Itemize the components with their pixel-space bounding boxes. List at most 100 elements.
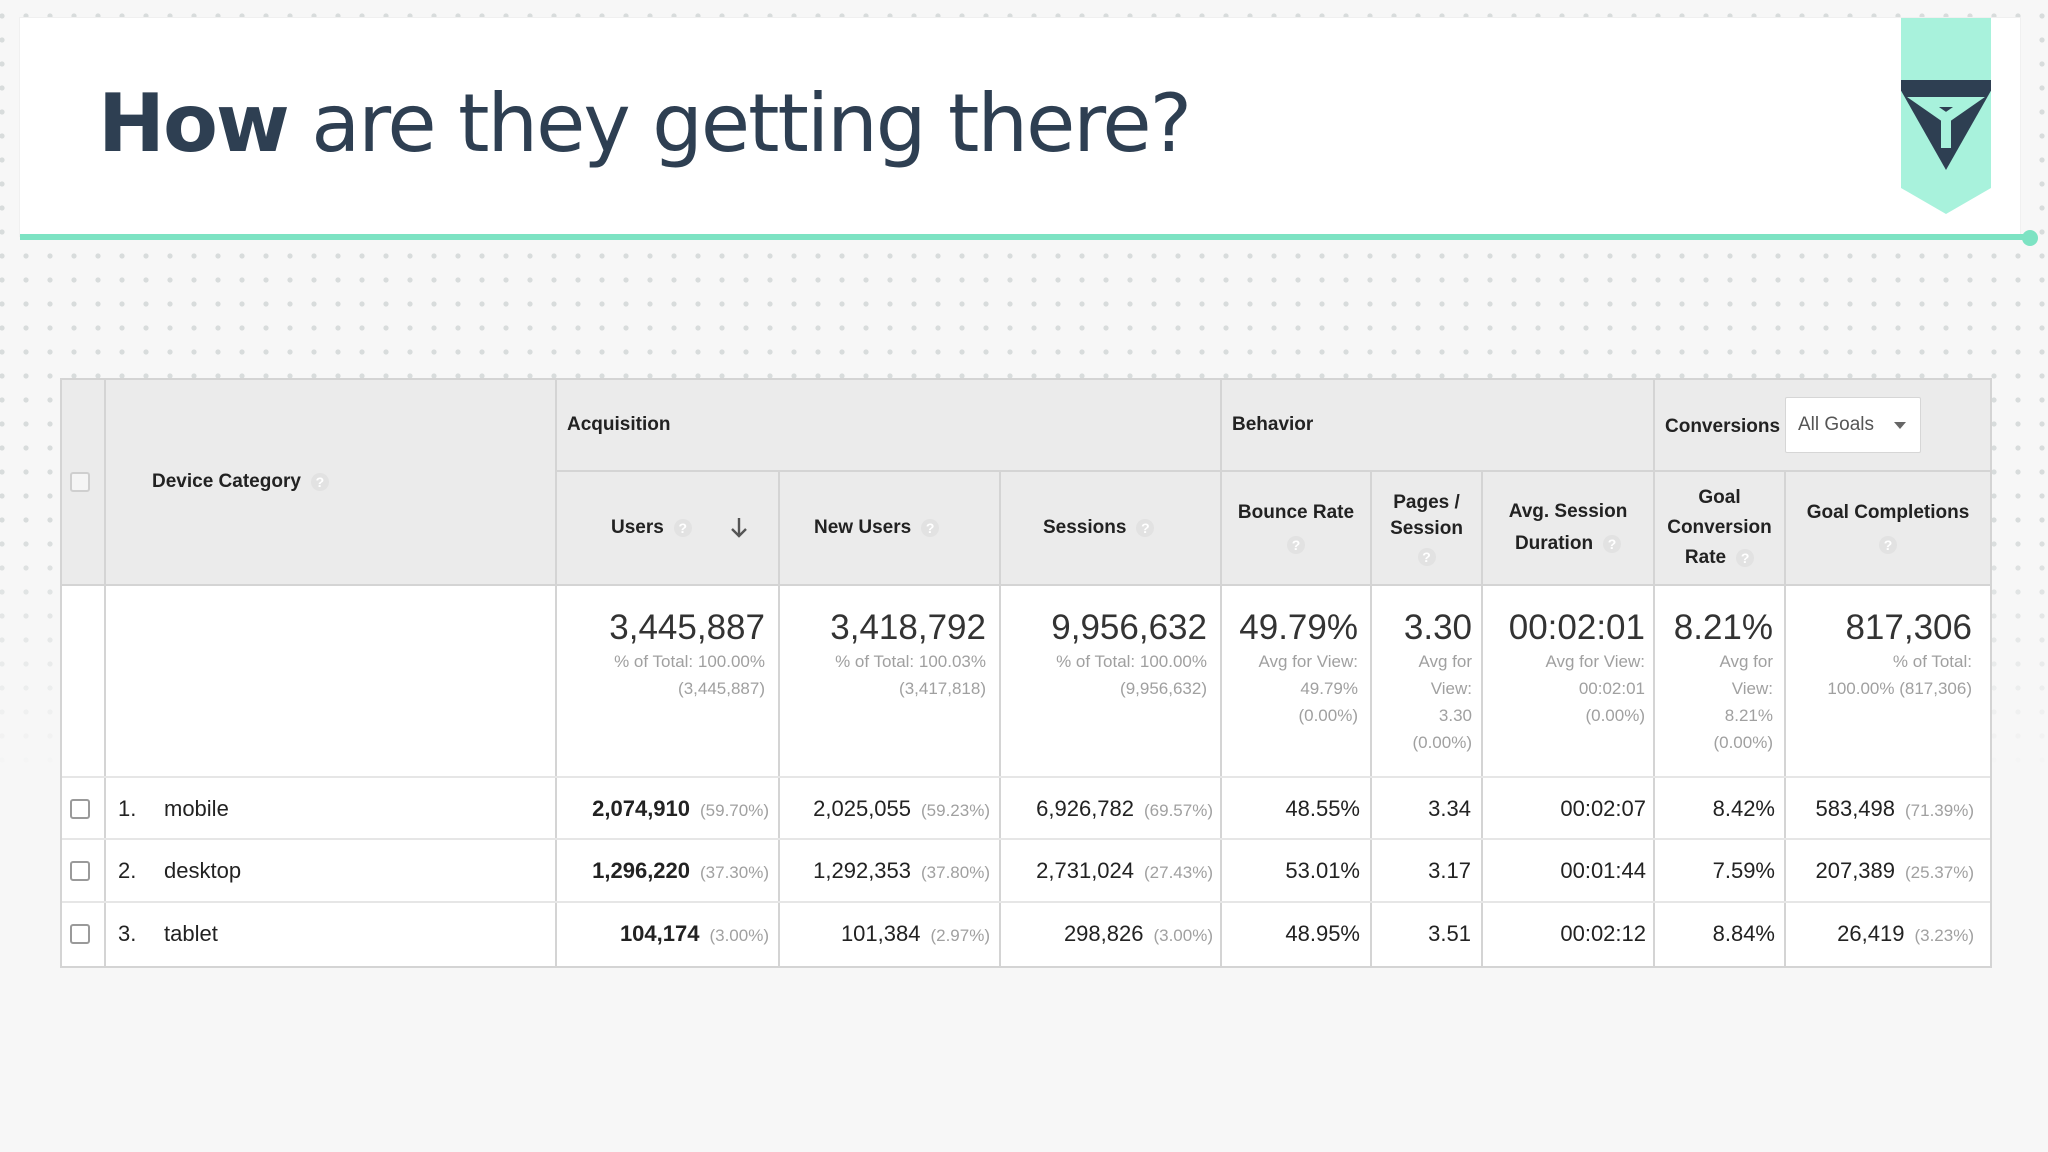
pages-session-total-value: 3.30 — [1403, 608, 1472, 647]
new-users-percent: (37.80%) — [921, 863, 990, 882]
new-users-value: 1,292,353 — [813, 858, 912, 883]
sessions-percent: (3.00%) — [1153, 926, 1213, 945]
sessions-percent: (69.57%) — [1144, 801, 1213, 820]
goal-completions-value: 207,389 — [1815, 858, 1896, 883]
goal-conv-rate-cell: 8.84% — [1655, 921, 1775, 947]
goal-conv-rate-value: 8.42% — [1712, 796, 1775, 821]
goals-dropdown[interactable]: All Goals — [1785, 397, 1921, 453]
avg-duration-cell: 00:02:12 — [1483, 921, 1646, 947]
pages-session-label-line2: Session — [1390, 518, 1463, 539]
sessions-total-value: 9,956,632 — [1051, 608, 1207, 647]
goal-completions-value: 26,419 — [1837, 921, 1905, 946]
goal-completions-total-line1: % of Total: — [1892, 652, 1972, 671]
avg-duration-total-line2: 00:02:01 — [1578, 679, 1645, 698]
goal-conv-rate-value: 8.84% — [1712, 921, 1775, 946]
users-cell: 2,074,910 (59.70%) — [557, 796, 769, 822]
goal-completions-value: 583,498 — [1815, 796, 1896, 821]
acquisition-group-header: Acquisition — [567, 414, 671, 435]
new-users-percent: (2.97%) — [930, 926, 990, 945]
goal-completions-header-label: Goal Completions — [1806, 502, 1970, 523]
bounce-rate-cell: 48.95% — [1222, 921, 1360, 947]
sessions-cell: 298,826 (3.00%) — [1001, 921, 1213, 947]
avg-duration-value: 00:02:12 — [1560, 921, 1646, 946]
goal-completions-column-header[interactable]: Goal Completions ? — [1786, 472, 1990, 584]
avg-duration-value: 00:02:07 — [1560, 796, 1646, 821]
new-users-total-count: (3,417,818) — [899, 679, 986, 698]
pages-per-session-column-header[interactable]: Pages / Session ? — [1372, 472, 1481, 584]
sessions-percent: (27.43%) — [1144, 863, 1213, 882]
users-cell: 104,174 (3.00%) — [557, 921, 769, 947]
goal-conv-rate-cell: 7.59% — [1655, 858, 1775, 884]
goals-dropdown-value: All Goals — [1798, 414, 1875, 435]
sessions-total: 9,956,632 % of Total: 100.00% (9,956,632… — [1001, 608, 1207, 702]
new-users-cell: 2,025,055 (59.23%) — [780, 796, 990, 822]
pages-session-total-line4: (0.00%) — [1412, 733, 1472, 752]
avg-duration-total-value: 00:02:01 — [1508, 608, 1645, 647]
device-category-header[interactable]: Device Category? — [152, 468, 329, 496]
help-icon[interactable]: ? — [1603, 535, 1622, 554]
select-all-checkbox[interactable] — [70, 472, 90, 492]
accent-divider — [20, 234, 2032, 240]
goal-completions-percent: (3.23%) — [1914, 926, 1974, 945]
users-total-share: % of Total: 100.00% — [614, 652, 765, 671]
avg-duration-total-line3: (0.00%) — [1585, 706, 1645, 725]
users-total-count: (3,445,887) — [678, 679, 765, 698]
goal-completions-cell: 207,389 (25.37%) — [1786, 858, 1974, 884]
avg-duration-total: 00:02:01 Avg for View: 00:02:01 (0.00%) — [1483, 608, 1645, 729]
pages-session-total-line3: 3.30 — [1438, 706, 1472, 725]
bounce-rate-total-line3: (0.00%) — [1298, 706, 1358, 725]
goal-conv-total-line2: View: — [1731, 679, 1773, 698]
dropdown-caret-icon — [1894, 422, 1906, 429]
sessions-total-count: (9,956,632) — [1120, 679, 1207, 698]
avg-duration-label-line1: Avg. Session — [1508, 500, 1628, 522]
bounce-rate-total: 49.79% Avg for View: 49.79% (0.00%) — [1222, 608, 1358, 729]
new-users-value: 2,025,055 — [813, 796, 912, 821]
device-category-label: Device Category — [152, 471, 301, 492]
slide-title-bold: How — [98, 77, 290, 170]
avg-duration-cell: 00:02:07 — [1483, 796, 1646, 822]
goal-completions-total-value: 817,306 — [1845, 608, 1972, 647]
new-users-column-header[interactable]: New Users? — [780, 472, 998, 584]
goal-conversion-rate-column-header[interactable]: Goal Conversion Rate? — [1655, 472, 1784, 584]
users-value: 1,296,220 — [592, 858, 691, 883]
bounce-rate-total-line2: 49.79% — [1300, 679, 1358, 698]
sessions-column-header[interactable]: Sessions? — [1001, 472, 1219, 584]
bounce-rate-total-line1: Avg for View: — [1258, 652, 1358, 671]
slide-header — [20, 18, 2020, 236]
sessions-total-share: % of Total: 100.00% — [1056, 652, 1207, 671]
help-icon[interactable]: ? — [1287, 536, 1305, 554]
goal-completions-cell: 583,498 (71.39%) — [1786, 796, 1974, 822]
row-checkbox[interactable] — [70, 799, 90, 819]
device-category-link[interactable]: desktop — [164, 858, 242, 883]
users-value: 104,174 — [619, 921, 700, 946]
goal-conv-rate-cell: 8.42% — [1655, 796, 1775, 822]
sessions-value: 2,731,024 — [1036, 858, 1135, 883]
device-category-link[interactable]: tablet — [164, 921, 218, 946]
goal-completions-cell: 26,419 (3.23%) — [1786, 921, 1974, 947]
users-header-label: Users — [611, 517, 664, 538]
help-icon[interactable]: ? — [1417, 548, 1436, 566]
device-category-link[interactable]: mobile — [164, 796, 229, 821]
help-icon[interactable]: ? — [1136, 519, 1155, 537]
help-icon[interactable]: ? — [673, 519, 692, 537]
row-checkbox[interactable] — [70, 924, 90, 944]
goal-completions-total: 817,306 % of Total: 100.00% (817,306) — [1786, 608, 1972, 702]
conversions-group-header: Conversions — [1665, 416, 1781, 437]
new-users-cell: 1,292,353 (37.80%) — [780, 858, 990, 884]
users-column-header[interactable]: Users? — [557, 472, 777, 584]
goal-conv-rate-value: 7.59% — [1712, 858, 1775, 883]
bounce-rate-total-value: 49.79% — [1239, 608, 1358, 647]
users-percent: (59.70%) — [700, 801, 769, 820]
goal-completions-total-line2: 100.00% (817,306) — [1827, 679, 1972, 698]
avg-session-duration-column-header[interactable]: Avg. Session Duration? — [1483, 472, 1653, 584]
help-icon[interactable]: ? — [1879, 536, 1897, 554]
new-users-total-share: % of Total: 100.03% — [835, 652, 986, 671]
behavior-group-header: Behavior — [1232, 414, 1314, 435]
help-icon[interactable]: ? — [921, 519, 940, 537]
row-checkbox[interactable] — [70, 861, 90, 881]
help-icon[interactable]: ? — [310, 473, 329, 491]
help-icon[interactable]: ? — [1736, 549, 1755, 568]
row-number: 1. — [118, 796, 137, 821]
sort-descending-arrow-icon[interactable] — [730, 517, 748, 539]
bounce-rate-column-header[interactable]: Bounce Rate ? — [1222, 472, 1370, 584]
